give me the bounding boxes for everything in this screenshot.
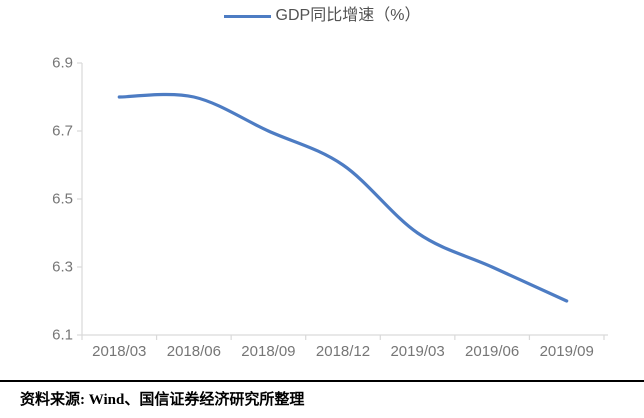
y-tick-label: 6.3	[52, 258, 73, 276]
chart-legend: GDP同比增速（%）	[0, 6, 644, 26]
x-tick-label: 2018/09	[241, 343, 296, 360]
x-tick-label: 2019/06	[465, 343, 520, 360]
x-tick-label: 2018/12	[315, 343, 371, 360]
gdp-series-line	[117, 92, 569, 303]
x-tick-label: 2019/09	[539, 343, 594, 360]
legend-label: GDP同比增速（%）	[275, 7, 421, 24]
x-tick-label: 2019/03	[390, 343, 445, 360]
y-tick-label: 6.7	[52, 122, 73, 140]
x-tick-label: 2018/06	[166, 343, 221, 360]
legend-line-marker	[223, 14, 271, 18]
source-note: 资料来源: Wind、国信证券经济研究所整理	[20, 392, 305, 408]
y-tick-label: 6.5	[52, 190, 73, 208]
y-tick-label: 6.1	[52, 326, 73, 344]
footer-divider	[0, 380, 644, 382]
y-tick-label: 6.9	[52, 54, 73, 72]
x-tick-label: 2018/03	[92, 343, 147, 360]
